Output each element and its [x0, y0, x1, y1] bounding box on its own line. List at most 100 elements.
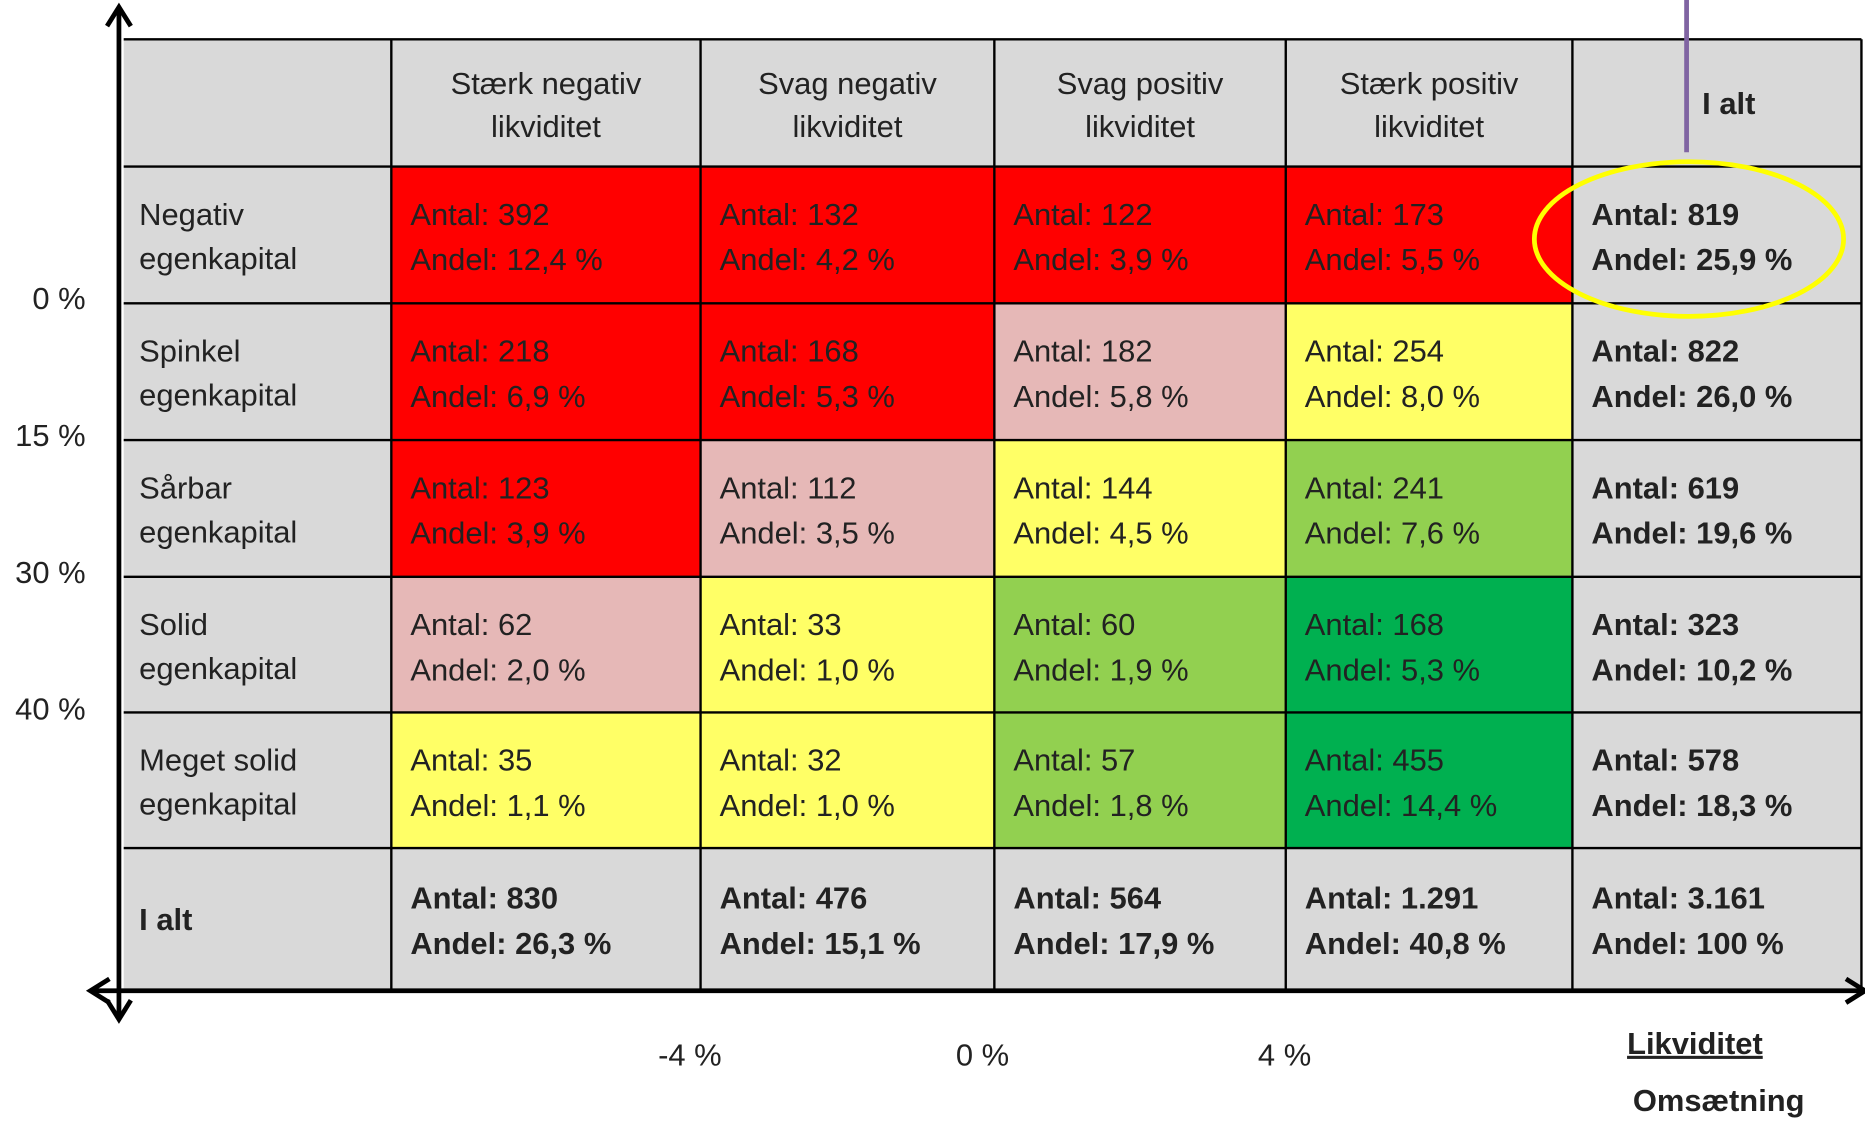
cell-share: Andel: 25,9 %	[1591, 242, 1792, 277]
row-label: I alt	[139, 902, 192, 937]
x-axis-title: Likviditet	[1627, 1026, 1763, 1061]
cell	[1572, 303, 1862, 441]
cell-count: Antal: 392	[410, 197, 549, 232]
cell-count: Antal: 254	[1305, 334, 1444, 369]
cell	[1572, 576, 1862, 713]
cell	[1285, 166, 1573, 304]
cell-count: Antal: 168	[720, 334, 859, 369]
cell-count: Antal: 132	[720, 197, 859, 232]
cell	[700, 440, 995, 577]
cell-share: Andel: 17,9 %	[1013, 926, 1214, 961]
cell-share: Andel: 4,2 %	[720, 242, 895, 277]
cell-count: Antal: 1.291	[1305, 881, 1479, 916]
cell-share: Andel: 5,3 %	[1305, 652, 1480, 687]
cell-share: Andel: 10,2 %	[1591, 652, 1792, 687]
y-axis-label: 0 %	[32, 281, 85, 316]
cell-count: Antal: 830	[410, 881, 558, 916]
cell-share: Andel: 4,5 %	[1013, 516, 1188, 551]
row-label: Spinkel	[139, 334, 240, 369]
cell-count: Antal: 173	[1305, 197, 1444, 232]
cell-share: Andel: 26,0 %	[1591, 379, 1792, 414]
column-header: Svag positiv	[1057, 66, 1224, 101]
cell	[391, 712, 701, 849]
cell-share: Andel: 1,9 %	[1013, 652, 1188, 687]
cell-count: Antal: 455	[1305, 743, 1444, 778]
row-label: Meget solid	[139, 743, 297, 778]
column-header: likviditet	[491, 109, 601, 144]
cell	[1285, 303, 1573, 441]
cell-count: Antal: 182	[1013, 334, 1152, 369]
row-label: Negativ	[139, 197, 244, 232]
cell-share: Andel: 100 %	[1591, 926, 1783, 961]
cell-count: Antal: 619	[1591, 470, 1739, 505]
cell-share: Andel: 3,9 %	[1013, 242, 1188, 277]
cell	[391, 303, 701, 441]
row-label: egenkapital	[139, 241, 297, 276]
cell-count: Antal: 144	[1013, 470, 1152, 505]
cell	[994, 440, 1286, 577]
cell	[994, 848, 1286, 991]
cell	[391, 440, 701, 577]
cell-count: Antal: 241	[1305, 470, 1444, 505]
cell	[700, 166, 995, 304]
cell	[700, 576, 995, 713]
cell-count: Antal: 564	[1013, 881, 1162, 916]
cell-count: Antal: 35	[410, 743, 532, 778]
cell-share: Andel: 19,6 %	[1591, 516, 1792, 551]
column-header: Svag negativ	[758, 66, 937, 101]
cell-share: Andel: 1,8 %	[1013, 788, 1188, 823]
cell-count: Antal: 168	[1305, 607, 1444, 642]
cell-share: Andel: 3,5 %	[720, 516, 895, 551]
cell-count: Antal: 112	[720, 470, 857, 505]
cell	[391, 166, 701, 304]
cell-share: Andel: 6,9 %	[410, 379, 585, 414]
cell-share: Andel: 7,6 %	[1305, 516, 1480, 551]
cell-count: Antal: 62	[410, 607, 532, 642]
y-axis-label: 15 %	[15, 418, 85, 453]
cell-share: Andel: 12,4 %	[410, 242, 602, 277]
y-axis-label: 40 %	[15, 692, 85, 727]
cell-count: Antal: 323	[1591, 607, 1739, 642]
cell-share: Andel: 5,5 %	[1305, 242, 1480, 277]
cell-share: Andel: 18,3 %	[1591, 788, 1792, 823]
y-axis-label: 30 %	[15, 555, 85, 590]
cell-share: Andel: 15,1 %	[720, 926, 921, 961]
cell-count: Antal: 32	[720, 743, 842, 778]
cell	[994, 712, 1286, 849]
x-axis-label: 4 %	[1258, 1038, 1311, 1073]
cell-share: Andel: 5,3 %	[720, 379, 895, 414]
cell	[391, 576, 701, 713]
cell	[1285, 576, 1573, 713]
row-label: egenkapital	[139, 787, 297, 822]
row-label: egenkapital	[139, 378, 297, 413]
cell-share: Andel: 40,8 %	[1305, 926, 1506, 961]
row-label: egenkapital	[139, 514, 297, 549]
cell	[1572, 712, 1862, 849]
cell-count: Antal: 218	[410, 334, 549, 369]
cell	[700, 848, 995, 991]
cell	[391, 848, 701, 991]
cell-count: Antal: 578	[1591, 743, 1739, 778]
cell-count: Antal: 819	[1591, 197, 1739, 232]
column-header: likviditet	[1085, 109, 1195, 144]
x-axis-label: -4 %	[658, 1038, 722, 1073]
column-header: Stærk positiv	[1340, 66, 1519, 101]
row-label: Solid	[139, 607, 208, 642]
cell	[1572, 848, 1862, 991]
cell	[700, 303, 995, 441]
cell-share: Andel: 1,0 %	[720, 788, 895, 823]
cell	[1572, 440, 1862, 577]
cell	[994, 166, 1286, 304]
cell	[994, 576, 1286, 713]
row-label: egenkapital	[139, 651, 297, 686]
column-header: likviditet	[1374, 109, 1484, 144]
x-axis-label: 0 %	[956, 1038, 1009, 1073]
cell-share: Andel: 26,3 %	[410, 926, 611, 961]
cell-share: Andel: 14,4 %	[1305, 788, 1497, 823]
cell	[700, 712, 995, 849]
cell-count: Antal: 822	[1591, 334, 1739, 369]
cell-count: Antal: 33	[720, 607, 842, 642]
cell-count: Antal: 123	[410, 470, 549, 505]
y-axis-arrows	[105, 2, 133, 1024]
